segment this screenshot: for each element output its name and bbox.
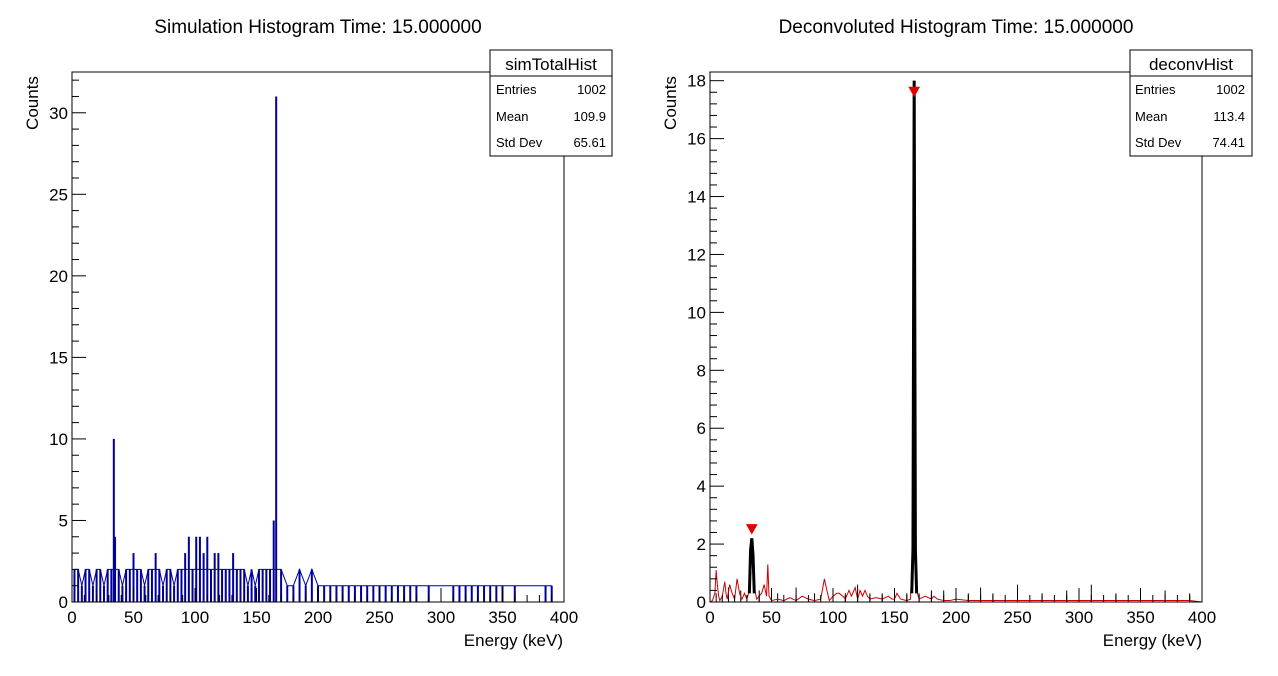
- sim-x-axis-label: Energy (keV): [464, 631, 563, 650]
- deconvoluted-histogram-panel: Deconvoluted Histogram Time: 15.000000 C…: [661, 17, 1253, 650]
- plot-frame: [709, 71, 1203, 603]
- x-tick-label: 250: [365, 608, 393, 627]
- histogram-outline: [74, 567, 552, 588]
- sim-stats-name: simTotalHist: [505, 55, 597, 74]
- x-tick-label: 100: [819, 608, 847, 627]
- deconv-stats-stddev-value: 74.41: [1212, 135, 1245, 150]
- x-tick-label: 0: [705, 608, 714, 627]
- deconv-stats-mean-value: 113.4: [1213, 109, 1245, 124]
- x-tick-label: 200: [304, 608, 332, 627]
- deconv-stats-entries-label: Entries: [1135, 82, 1176, 97]
- sim-stats-box: simTotalHist Entries 1002 Mean 109.9 Std…: [489, 49, 613, 157]
- deconv-stats-stddev-label: Std Dev: [1135, 135, 1182, 150]
- sim-bars-group: [73, 96, 553, 602]
- x-tick-label: 150: [242, 608, 270, 627]
- x-tick-label: 150: [880, 608, 908, 627]
- sim-stats-entries-label: Entries: [496, 82, 537, 97]
- y-tick-label: 8: [697, 361, 706, 380]
- x-tick-label: 200: [942, 608, 970, 627]
- y-tick-label: 2: [697, 535, 706, 554]
- sim-axes: 0 50 100 150 200 250 300 350 400 0 5 10 15 20 25 30: [49, 71, 578, 627]
- y-tick-label: 20: [49, 267, 68, 286]
- deconv-stats-mean-label: Mean: [1135, 109, 1168, 124]
- y-tick-label: 10: [687, 303, 706, 322]
- y-tick-label: 5: [59, 511, 68, 530]
- sim-stats-box-frame: [489, 49, 613, 157]
- sim-y-axis-label: Counts: [23, 76, 42, 130]
- deconv-stats-box-frame: [1129, 49, 1253, 157]
- y-tick-label: 4: [697, 477, 706, 496]
- y-tick-label: 6: [697, 419, 706, 438]
- x-tick-label: 100: [181, 608, 209, 627]
- deconv-x-axis-label: Energy (keV): [1103, 631, 1202, 650]
- sim-stats-mean-value: 109.9: [573, 109, 606, 124]
- y-tick-label: 25: [49, 185, 68, 204]
- x-tick-label: 350: [1126, 608, 1154, 627]
- y-tick-label: 10: [49, 430, 68, 449]
- x-tick-label: 0: [67, 608, 76, 627]
- y-tick-label: 18: [687, 72, 706, 91]
- x-tick-label: 50: [762, 608, 781, 627]
- peak-marker: [908, 86, 921, 98]
- y-tick-label: 12: [687, 245, 706, 264]
- peak-overlay-line: [910, 80, 919, 594]
- x-tick-label: 400: [1188, 608, 1216, 627]
- x-tick-label: 400: [550, 608, 578, 627]
- sim-stats-entries-value: 1002: [577, 82, 606, 97]
- deconv-stats-name: deconvHist: [1149, 55, 1233, 74]
- simulation-histogram-panel: Simulation Histogram Time: 15.000000 Cou…: [23, 17, 613, 650]
- y-tick-label: 15: [49, 348, 68, 367]
- x-tick-label: 250: [1003, 608, 1031, 627]
- deconv-stats-box: deconvHist Entries 1002 Mean 113.4 Std D…: [1129, 49, 1253, 157]
- deconv-axes: 0 50 100 150 200 250 300 350 400 0 2 4 6 8 10 12 14 16 18: [687, 71, 1216, 627]
- y-tick-label: 0: [59, 593, 68, 612]
- x-tick-label: 300: [1065, 608, 1093, 627]
- deconv-stats-entries-value: 1002: [1216, 82, 1245, 97]
- deconv-y-axis-label: Counts: [661, 76, 680, 130]
- x-tick-label: 300: [427, 608, 455, 627]
- sim-stats-mean-label: Mean: [496, 109, 529, 124]
- x-tick-label: 350: [488, 608, 516, 627]
- peak-overlay-line: [747, 538, 756, 594]
- x-tick-label: 50: [124, 608, 143, 627]
- sim-chart-title: Simulation Histogram Time: 15.000000: [154, 17, 481, 38]
- deconv-series-group: [709, 80, 1203, 603]
- deconv-chart-title: Deconvoluted Histogram Time: 15.000000: [779, 17, 1134, 38]
- y-tick-label: 14: [687, 188, 706, 207]
- deconvoluted-series-line: [709, 95, 1203, 603]
- sim-stats-stddev-value: 65.61: [573, 135, 606, 150]
- y-tick-label: 30: [49, 104, 68, 123]
- y-tick-label: 16: [687, 130, 706, 149]
- peak-marker: [745, 524, 758, 535]
- y-tick-label: 0: [697, 593, 706, 612]
- sim-stats-stddev-label: Std Dev: [496, 135, 543, 150]
